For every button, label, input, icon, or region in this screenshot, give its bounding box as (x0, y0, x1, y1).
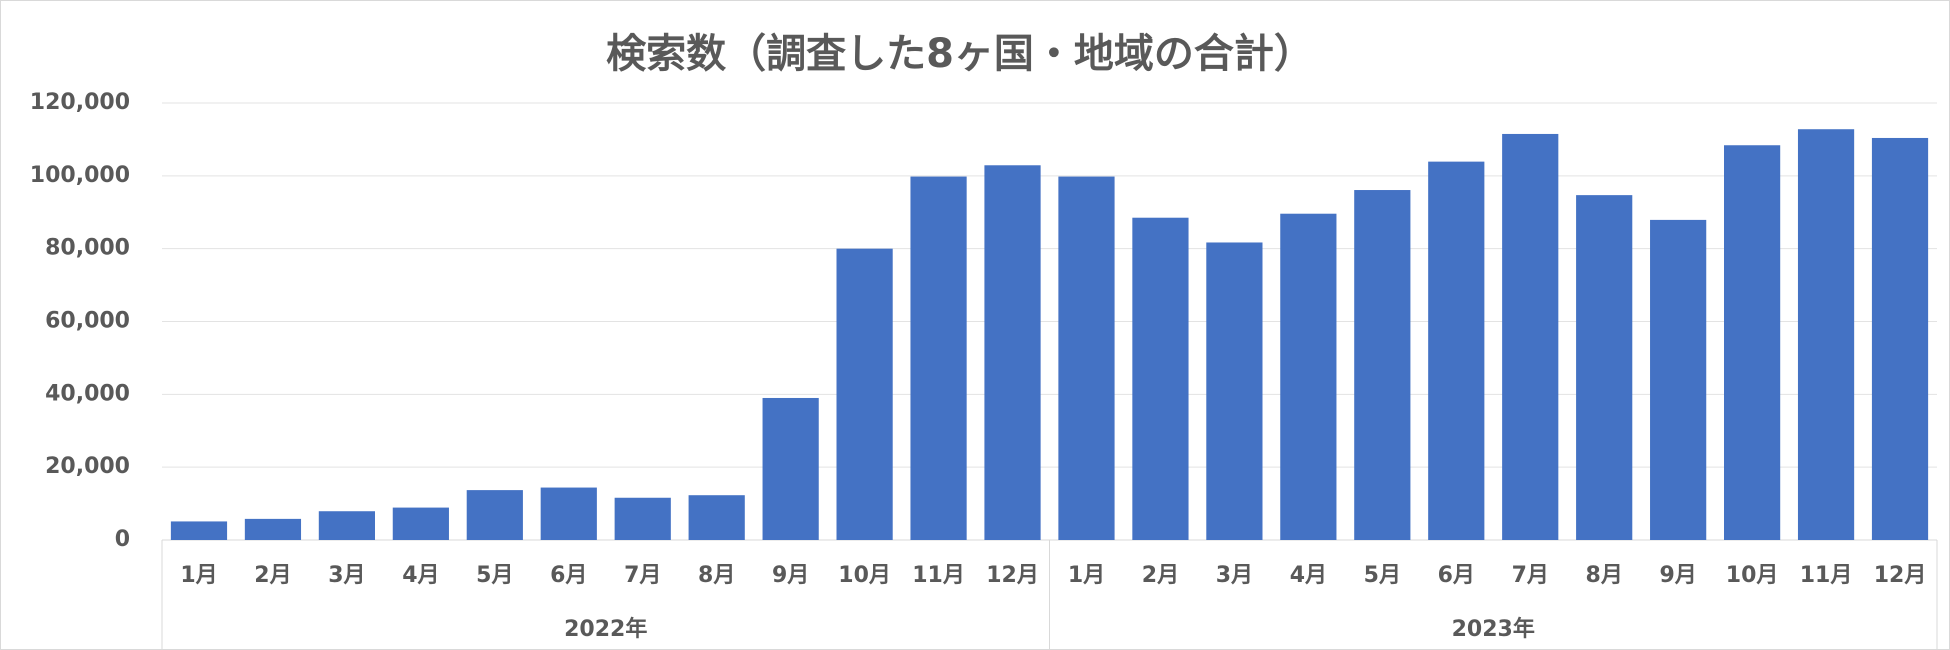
x-tick-label: 2月 (1142, 563, 1179, 588)
x-tick-label: 9月 (772, 563, 809, 588)
bar (614, 497, 671, 540)
bar (762, 397, 819, 540)
x-tick-label: 4月 (1290, 563, 1327, 588)
bar (1280, 213, 1337, 540)
group-label: 2023年 (1452, 616, 1535, 642)
y-tick-label: 120,000 (30, 90, 130, 115)
bar (318, 511, 375, 540)
x-tick-label: 1月 (1068, 563, 1105, 588)
bar (540, 487, 597, 540)
x-tick-label: 6月 (1438, 563, 1475, 588)
x-tick-label: 8月 (698, 563, 735, 588)
bar (392, 507, 449, 540)
x-tick-label: 5月 (1364, 563, 1401, 588)
bar (1354, 190, 1411, 540)
bar (836, 248, 893, 540)
x-tick-label: 3月 (328, 563, 365, 588)
bar (1797, 129, 1855, 540)
bar (1058, 176, 1115, 541)
bar (688, 495, 745, 540)
x-tick-label: 11月 (912, 563, 965, 588)
y-tick-label: 0 (115, 527, 130, 552)
x-tick-label: 12月 (1874, 563, 1927, 588)
group-label: 2022年 (564, 616, 647, 642)
x-tick-label: 8月 (1586, 563, 1623, 588)
y-tick-label: 40,000 (45, 381, 130, 406)
x-tick-label: 9月 (1659, 563, 1696, 588)
bar (1576, 195, 1633, 541)
bar (984, 165, 1041, 540)
bar (170, 521, 228, 540)
x-tick-label: 12月 (986, 563, 1039, 588)
chart-title: 検索数（調査した8ヶ国・地域の合計） (606, 31, 1314, 77)
y-tick-label: 80,000 (45, 236, 130, 261)
y-tick-label: 20,000 (45, 454, 130, 479)
x-tick-label: 10月 (1726, 563, 1779, 588)
x-tick-label: 11月 (1800, 563, 1853, 588)
x-tick-label: 3月 (1216, 563, 1253, 588)
bar (466, 490, 523, 540)
x-tick-label: 10月 (838, 563, 891, 588)
y-tick-label: 100,000 (30, 163, 130, 188)
bar (1132, 217, 1189, 540)
bar (1650, 219, 1707, 540)
x-tick-label: 5月 (476, 563, 513, 588)
x-tick-label: 1月 (180, 563, 217, 588)
bar (1871, 137, 1929, 540)
x-tick-label: 7月 (624, 563, 661, 588)
bar (1428, 161, 1485, 540)
x-tick-label: 6月 (550, 563, 587, 588)
bar (1502, 133, 1559, 540)
x-tick-label: 4月 (402, 563, 439, 588)
x-tick-label: 2月 (254, 563, 291, 588)
bar (244, 518, 302, 540)
x-tick-label: 7月 (1512, 563, 1549, 588)
bar (1724, 145, 1781, 540)
bar (910, 176, 967, 541)
y-tick-label: 60,000 (45, 309, 130, 334)
bar (1206, 242, 1263, 540)
